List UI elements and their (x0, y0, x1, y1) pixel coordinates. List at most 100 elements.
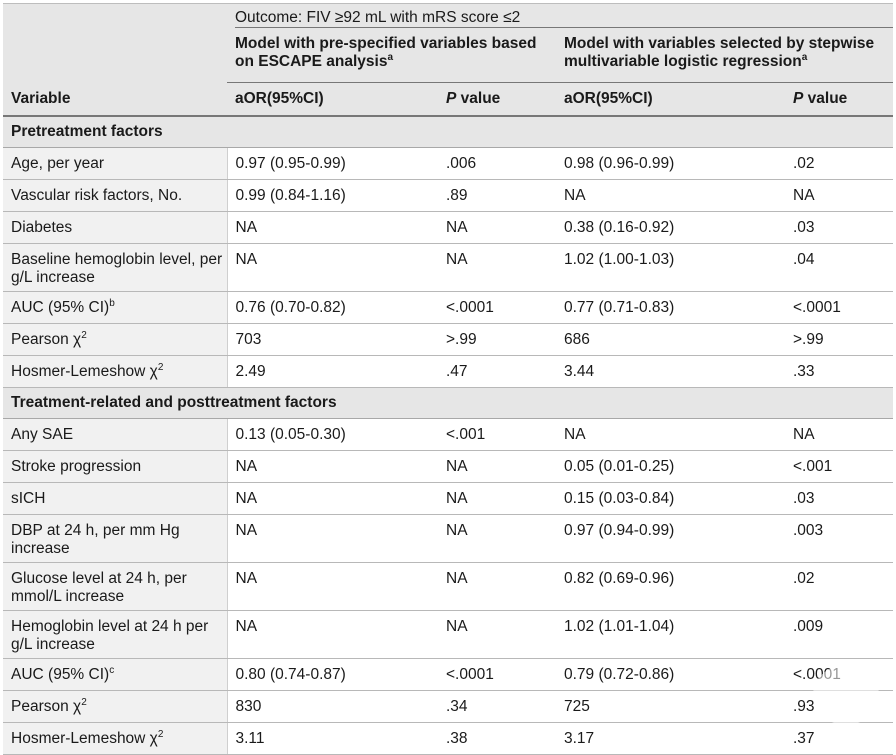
table-row: Hosmer-Lemeshow χ2 2.49.47 3.44.33 (3, 355, 894, 388)
aor-model1-cell: NA (227, 243, 438, 292)
watermark-seal (813, 665, 879, 725)
aor-model2-cell: NA (556, 179, 785, 212)
table-row: DBP at 24 h, per mm Hg increase NA NA 0.97 … (3, 514, 894, 563)
p-model1-cell: <.0001 (438, 291, 556, 324)
variable-cell: AUC (95% CI)b (3, 291, 228, 324)
variable-superscript: b (109, 298, 115, 309)
aor-model2-cell: 0.82 (0.69-0.96) (556, 562, 785, 611)
variable-cell: Any SAE (3, 418, 228, 451)
table-row: Any SAE 0.13 (0.05-0.30) <.001 NA NA (3, 418, 894, 451)
p2-header-italic: P (793, 90, 804, 107)
p-model1-cell: NA (438, 610, 556, 659)
variable-superscript: 2 (81, 330, 87, 341)
aor-model1-cell: 0.99 (0.84-1.16) (227, 179, 438, 212)
variable-cell: Diabetes (3, 211, 228, 244)
aor-model1-cell: 0.13 (0.05-0.30) (227, 418, 438, 451)
aor-model2-cell: 0.98 (0.96-0.99) (556, 147, 785, 180)
p-model1-cell: NA (438, 211, 556, 244)
p-model2-cell: NA (785, 179, 894, 212)
aor-model2-cell: NA (556, 418, 785, 451)
aor-model1-cell: NA (227, 482, 438, 515)
table-row: Diabetes NA NA 0.38 (0.16-0.92) .03 (3, 211, 894, 244)
table-row: Age, per year 0.97 (0.95-0.99) .006 0.98 (0… (3, 147, 894, 180)
table-row: Glucose level at 24 h, per mmol/L increa… (3, 562, 894, 611)
aor-model2-cell: 0.77 (0.71-0.83) (556, 291, 785, 324)
aor-model1-cell: 0.80 (0.74-0.87) (227, 658, 438, 691)
outcome-header: Outcome: FIV ≥92 mL with mRS score ≤2 (235, 9, 894, 28)
variable-superscript: 2 (157, 729, 164, 740)
model2-header: Model with variables selected by stepwis… (564, 35, 875, 70)
variable-label: Hemoglobin level at 24 h per g/L increas… (11, 618, 209, 653)
aor2-header: aOR(95%CI) (556, 82, 785, 117)
variable-label: Glucose level at 24 h, per mmol/L increa… (11, 570, 187, 605)
p1-header-italic: P (446, 90, 457, 107)
variable-label: Hosmer-Lemeshow χ (11, 363, 158, 380)
p1-header-rest: value (456, 90, 501, 107)
aor-model2-cell: 0.05 (0.01-0.25) (556, 450, 785, 483)
table-header: Outcome: FIV ≥92 mL with mRS score ≤2 Mo… (3, 4, 894, 117)
p-model2-cell: .02 (785, 562, 894, 611)
variable-cell: DBP at 24 h, per mm Hg increase (3, 514, 228, 563)
aor1-header: aOR(95%CI) (227, 82, 438, 117)
table-row: Stroke progression NA NA 0.05 (0.01-0.25) <.… (3, 450, 894, 483)
table-row: Pearson χ2 703 >.99 686 >.99 (3, 323, 894, 356)
header-empty (3, 4, 227, 32)
p-model2-cell: >.99 (785, 323, 894, 356)
aor-model1-cell: 830 (227, 690, 438, 723)
table-body: Pretreatment factors Age, per year 0.97 (0… (3, 116, 894, 755)
variable-label: AUC (95% CI) (11, 666, 110, 683)
p-model2-cell: .02 (785, 147, 894, 180)
table-row: Hemoglobin level at 24 h per g/L increas… (3, 610, 894, 659)
p-model2-cell: .33 (785, 355, 894, 388)
variable-cell: Stroke progression (3, 450, 228, 483)
variable-label: Pearson χ (11, 698, 82, 715)
section-header-row: Pretreatment factors (3, 116, 894, 148)
p-model1-cell: NA (438, 482, 556, 515)
aor-model1-cell: 0.76 (0.70-0.82) (227, 291, 438, 324)
results-table: Outcome: FIV ≥92 mL with mRS score ≤2 Mo… (3, 4, 894, 755)
p-model1-cell: .89 (438, 179, 556, 212)
p-model1-cell: >.99 (438, 323, 556, 356)
aor-model2-cell: 0.15 (0.03-0.84) (556, 482, 785, 515)
p-model2-cell: .03 (785, 211, 894, 244)
p-model2-cell: <.001 (785, 450, 894, 483)
p-model2-cell: .03 (785, 482, 894, 515)
table-row: AUC (95% CI)c 0.80 (0.74-0.87) <.0001 0.79 … (3, 658, 894, 691)
p-model1-cell: NA (438, 243, 556, 292)
variable-cell: Pearson χ2 (3, 323, 228, 356)
aor-model1-cell: 0.97 (0.95-0.99) (227, 147, 438, 180)
p2-header: P value (785, 82, 894, 117)
table-row: AUC (95% CI)b 0.76 (0.70-0.82) <.0001 0.77 … (3, 291, 894, 324)
p-model1-cell: <.0001 (438, 658, 556, 691)
p1-header: P value (438, 82, 556, 117)
variable-label: Baseline hemoglobin level, per g/L incre… (11, 251, 223, 286)
p-model2-cell: NA (785, 418, 894, 451)
variable-cell: Glucose level at 24 h, per mmol/L increa… (3, 562, 228, 611)
model2-footnote-mark: a (801, 52, 808, 63)
model1-header: Model with pre-specified variables based… (235, 35, 537, 70)
p-model1-cell: NA (438, 562, 556, 611)
variable-header: Variable (3, 82, 227, 117)
p-model2-cell: .003 (785, 514, 894, 563)
aor-model2-cell: 725 (556, 690, 785, 723)
p-model1-cell: .006 (438, 147, 556, 180)
aor-model2-cell: 1.02 (1.00-1.03) (556, 243, 785, 292)
variable-label: DBP at 24 h, per mm Hg increase (11, 522, 180, 557)
variable-cell: Hemoglobin level at 24 h per g/L increas… (3, 610, 228, 659)
variable-cell: sICH (3, 482, 228, 515)
p-model2-cell: .04 (785, 243, 894, 292)
aor-model2-cell: 0.38 (0.16-0.92) (556, 211, 785, 244)
outcome-header-cell: Outcome: FIV ≥92 mL with mRS score ≤2 (227, 4, 894, 32)
table-figure: Outcome: FIV ≥92 mL with mRS score ≤2 Mo… (3, 3, 894, 755)
variable-label: Diabetes (11, 219, 73, 236)
variable-superscript: c (109, 665, 115, 676)
aor-model1-cell: NA (227, 610, 438, 659)
aor-model1-cell: NA (227, 514, 438, 563)
header-empty-2 (3, 32, 227, 83)
variable-label: sICH (11, 490, 46, 507)
variable-cell: Hosmer-Lemeshow χ2 (3, 355, 228, 388)
model1-header-cell: Model with pre-specified variables based… (227, 32, 556, 83)
table-row: sICH NA NA 0.15 (0.03-0.84) .03 (3, 482, 894, 515)
variable-label: Stroke progression (11, 458, 142, 475)
p-model2-cell: <.0001 (785, 291, 894, 324)
